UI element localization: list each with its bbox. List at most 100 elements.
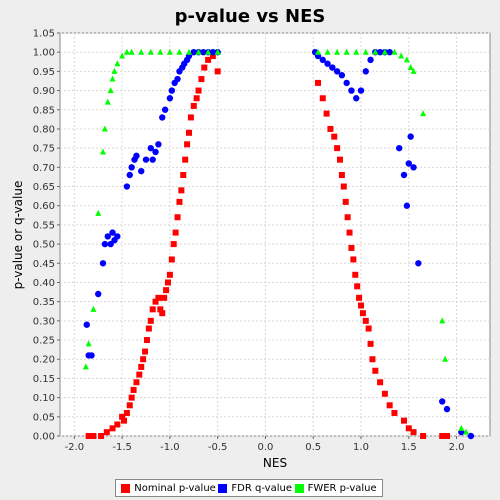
fwer-p-value-point [403, 56, 410, 63]
y-tick-label: 0.75 [33, 144, 55, 155]
y-tick-label: 0.40 [33, 278, 55, 289]
nominal-p-value-point [168, 256, 175, 263]
legend-swatch [121, 483, 131, 493]
fwer-p-value-point [420, 110, 427, 117]
fwer-p-value-point [407, 64, 414, 71]
nominal-p-value-point [214, 68, 221, 75]
fwer-p-value-point [157, 48, 164, 55]
fwer-p-value-point [128, 48, 135, 55]
nominal-p-value-point [145, 325, 152, 332]
nominal-p-value-point [319, 95, 326, 102]
fdr-q-value-point [324, 60, 331, 67]
fwer-p-value-point [391, 48, 398, 55]
y-tick-label: 0.65 [33, 182, 55, 193]
nominal-p-value-point [166, 271, 173, 278]
y-tick-label: 0.55 [33, 220, 55, 231]
fdr-q-value-point [405, 160, 412, 167]
nominal-p-value-point [152, 298, 159, 305]
nominal-p-value-point [163, 287, 170, 294]
nominal-p-value-point [201, 64, 208, 71]
fwer-p-value-point [166, 48, 173, 55]
nominal-p-value-point [356, 294, 363, 301]
nominal-p-value-point [315, 79, 321, 86]
nominal-p-value-point [352, 271, 359, 278]
y-tick-label: 0.30 [33, 316, 55, 327]
y-tick-label: 0.95 [33, 67, 55, 78]
fdr-q-value-point [329, 64, 336, 71]
x-tick-label: -1.0 [160, 442, 180, 453]
nominal-p-value-point [143, 337, 150, 344]
legend-label: FDR q-value [231, 482, 292, 494]
fdr-q-value-point [149, 156, 156, 163]
nominal-p-value-point [193, 95, 200, 102]
grid-lines [60, 32, 490, 437]
nominal-p-value-point [377, 379, 384, 386]
fwer-p-value-point [458, 424, 465, 431]
nominal-p-value-point [119, 413, 126, 420]
fwer-p-value-point [398, 52, 405, 59]
y-axis-label: p-value or q-value [11, 181, 25, 290]
fdr-q-value-point [343, 79, 350, 87]
nominal-p-value-point [362, 317, 369, 324]
fwer-p-value-point [343, 48, 350, 55]
legend-item: FDR q-value [218, 483, 292, 494]
fdr-q-value-point [467, 432, 475, 440]
fdr-q-value-point [348, 87, 355, 94]
fwer-p-value-point [90, 305, 97, 312]
fwer-p-value-point [114, 60, 121, 67]
nominal-p-value-point [121, 417, 128, 424]
nominal-p-value-point [405, 425, 412, 432]
fwer-p-value-point [107, 87, 114, 94]
y-tick-label: 0.15 [33, 374, 55, 385]
y-tick-label: 0.50 [33, 240, 55, 251]
y-tick-label: 0.35 [33, 297, 55, 308]
fwer-p-value-point [442, 355, 449, 362]
nominal-p-value-point [381, 390, 388, 397]
nominal-p-value-point [338, 172, 345, 179]
x-tick-label: 0.0 [257, 442, 273, 453]
nominal-p-value-point [178, 187, 185, 194]
x-tick-label: -2.0 [65, 442, 85, 453]
nominal-p-value-point [334, 145, 341, 152]
fdr-q-value-point [101, 240, 109, 248]
legend-label: FWER p-value [307, 482, 377, 494]
y-tick-label: 1.00 [33, 48, 55, 59]
fdr-q-value-point [168, 87, 175, 94]
nominal-p-value-point [190, 102, 197, 109]
y-tick-label: 0.80 [33, 124, 55, 135]
y-tick-label: 0.20 [33, 355, 55, 366]
x-axis-label: NES [263, 456, 287, 470]
fwer-p-value-point [85, 340, 92, 347]
fwer-p-value-point [176, 48, 183, 55]
x-tick-label: 0.5 [305, 442, 321, 453]
nominal-p-value-point [128, 394, 135, 401]
nominal-p-value-point [161, 294, 168, 301]
y-axis-ticks: 0.00 0.05 0.10 0.15 0.20 0.25 0.30 0.35 0.40 0.45… [33, 29, 60, 443]
x-tick-label: 1.0 [353, 442, 369, 453]
fdr-q-value-point [400, 171, 408, 179]
fdr-q-value-point [367, 56, 374, 64]
y-tick-label: 0.05 [33, 412, 55, 423]
data-marks [82, 48, 475, 440]
nominal-p-value-point [354, 283, 361, 290]
nominal-p-value-point [140, 356, 147, 363]
fdr-q-value-point [161, 106, 169, 113]
y-tick-label: 0.85 [33, 105, 55, 116]
nominal-p-value-point [142, 348, 149, 355]
y-tick-label: 0.45 [33, 259, 55, 270]
nominal-p-value-point [439, 433, 446, 439]
fwer-p-value-point [100, 148, 106, 155]
nominal-p-value-point [130, 386, 137, 393]
nominal-p-value-point [159, 310, 166, 317]
fwer-p-value-point [362, 48, 369, 55]
nominal-p-value-point [133, 379, 140, 386]
fdr-q-value-point [415, 260, 422, 267]
nominal-p-value-point [401, 417, 407, 424]
chart-title: p-value vs NES [174, 6, 326, 27]
y-tick-label: 0.10 [33, 393, 55, 404]
nominal-p-value-point [365, 325, 372, 332]
legend-item: FWER p-value [294, 482, 377, 494]
nominal-p-value-point [164, 279, 171, 286]
nominal-p-value-point [147, 317, 154, 324]
fdr-q-value-point [333, 68, 341, 75]
